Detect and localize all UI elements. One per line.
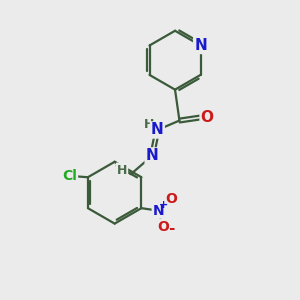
Text: H: H — [117, 164, 127, 176]
Text: O: O — [165, 192, 177, 206]
Text: N: N — [146, 148, 158, 164]
Text: +: + — [159, 200, 168, 210]
Text: O: O — [157, 220, 169, 234]
Text: N: N — [153, 203, 164, 218]
Text: O: O — [201, 110, 214, 124]
Text: H: H — [144, 118, 154, 131]
Text: Cl: Cl — [62, 169, 77, 183]
Text: -: - — [168, 221, 174, 236]
Text: N: N — [151, 122, 164, 137]
Text: N: N — [194, 38, 207, 53]
